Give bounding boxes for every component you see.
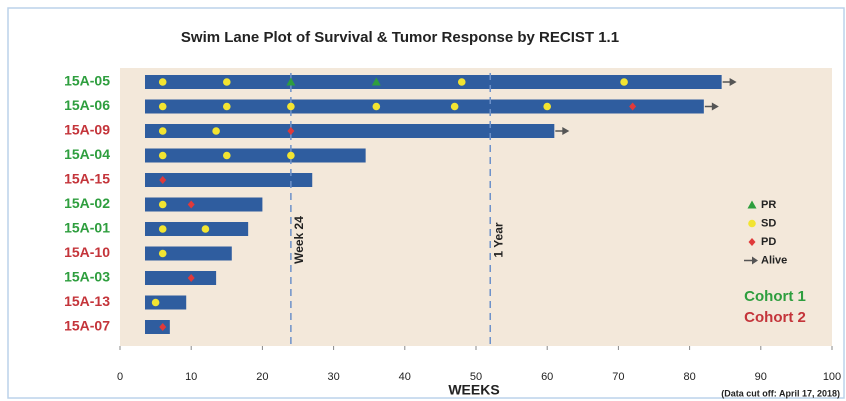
category-label: 15A-13	[64, 293, 110, 309]
bar	[145, 320, 170, 334]
pd-marker	[159, 323, 167, 331]
pr-marker	[371, 77, 381, 86]
sd-marker	[158, 151, 167, 160]
x-tick-label: 70	[612, 371, 624, 383]
pd-marker	[287, 127, 295, 135]
category-label: 15A-05	[64, 73, 110, 89]
sd-marker	[151, 298, 160, 307]
bar	[145, 124, 555, 138]
category-label: 15A-01	[64, 220, 110, 236]
bar	[145, 173, 313, 187]
category-label: 15A-04	[64, 146, 110, 162]
x-tick-label: 90	[755, 371, 767, 383]
category-label: 15A-07	[64, 318, 110, 334]
legend-label: PD	[761, 236, 776, 248]
sd-marker	[158, 200, 167, 209]
bar	[145, 99, 704, 114]
sd-marker	[201, 225, 210, 233]
x-axis-label: WEEKS	[448, 382, 499, 398]
category-label: 15A-03	[64, 269, 110, 285]
chart-title: Swim Lane Plot of Survival & Tumor Respo…	[181, 29, 619, 46]
legend-label: PR	[761, 199, 776, 211]
pr-marker	[286, 77, 296, 86]
alive-arrowhead	[562, 127, 570, 135]
bar	[145, 222, 249, 236]
x-tick-label: 50	[470, 371, 482, 383]
category-label: 15A-15	[64, 171, 110, 187]
pr-marker	[747, 200, 757, 209]
sd-marker	[158, 78, 167, 86]
bar	[145, 75, 722, 89]
sd-marker	[223, 151, 231, 160]
x-tick-label: 20	[256, 371, 268, 383]
legend-label: Alive	[761, 254, 787, 266]
x-tick-label: 0	[117, 371, 123, 383]
bar	[145, 295, 187, 310]
x-tick-label: 30	[327, 371, 339, 383]
pd-marker	[159, 176, 167, 184]
note: (Data cut off: April 17, 2018)	[721, 388, 840, 398]
category-label: 15A-09	[64, 122, 110, 138]
sd-marker	[158, 249, 167, 258]
sd-marker	[457, 78, 466, 86]
category-label: 15A-06	[64, 97, 110, 113]
bar	[145, 197, 263, 212]
pd-marker	[187, 274, 195, 282]
reference-label: 1 Year	[491, 222, 505, 257]
sd-marker	[158, 225, 167, 233]
x-tick-label: 80	[683, 371, 695, 383]
bar	[145, 246, 232, 261]
sd-marker	[158, 102, 167, 111]
pd-marker	[629, 102, 637, 111]
sd-marker	[620, 78, 628, 86]
sd-marker	[158, 127, 167, 135]
cohort-label: Cohort 2	[744, 309, 806, 326]
sd-marker	[450, 102, 459, 111]
pd-marker	[748, 238, 756, 246]
pd-marker	[187, 200, 195, 209]
reference-label: Week 24	[292, 216, 306, 264]
x-tick-label: 100	[823, 371, 841, 383]
sd-marker	[223, 102, 231, 111]
alive-arrowhead	[711, 102, 719, 111]
sd-marker	[748, 219, 756, 228]
sd-marker	[212, 127, 220, 135]
x-tick-label: 60	[541, 371, 553, 383]
x-tick-label: 10	[185, 371, 197, 383]
sd-marker	[372, 102, 381, 111]
category-label: 15A-10	[64, 244, 110, 260]
sd-marker	[287, 102, 295, 111]
x-tick-label: 40	[399, 371, 411, 383]
alive-arrowhead	[729, 78, 737, 86]
category-label: 15A-02	[64, 195, 110, 211]
legend-label: SD	[761, 217, 776, 229]
legend-arrowhead	[752, 256, 758, 265]
sd-marker	[543, 102, 551, 111]
sd-marker	[223, 78, 231, 86]
bar	[145, 271, 217, 285]
cohort-label: Cohort 1	[744, 288, 806, 305]
sd-marker	[287, 151, 295, 160]
bar	[145, 148, 366, 163]
